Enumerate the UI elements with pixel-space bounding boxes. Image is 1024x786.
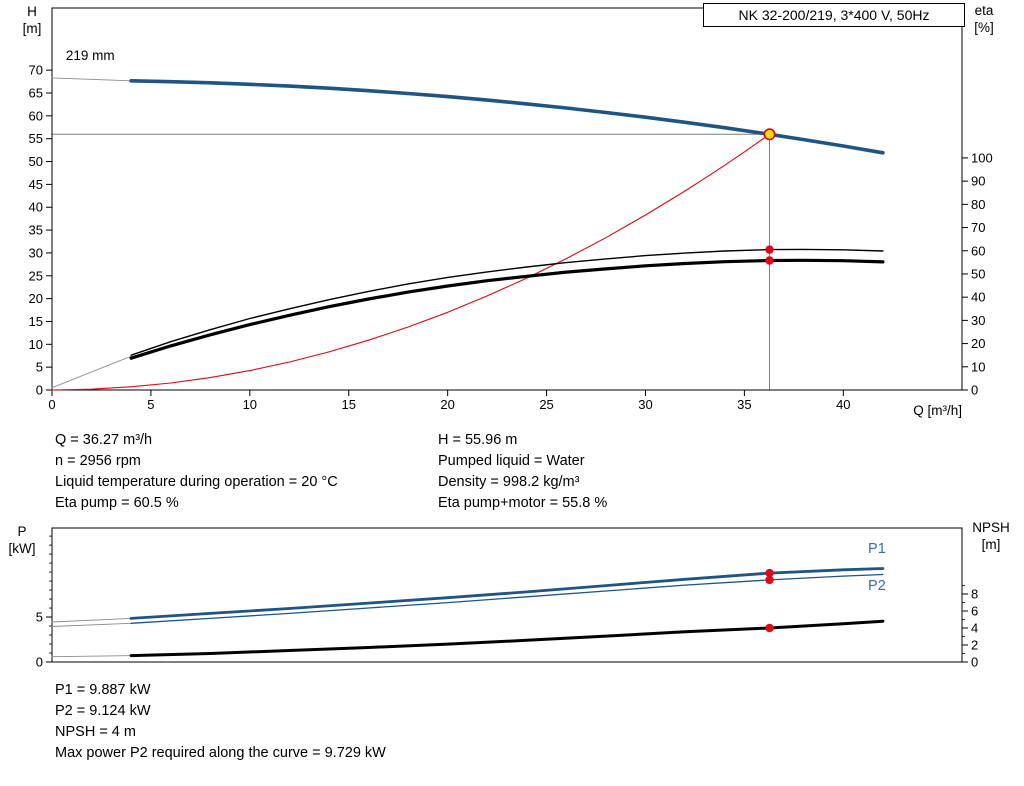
y-left-tick-label: 40 bbox=[29, 200, 43, 215]
duty-flow-text: Q = 36.27 m³/h bbox=[55, 432, 153, 448]
y-left-tick-label: 10 bbox=[29, 337, 43, 352]
duty-marker-dot bbox=[765, 568, 774, 578]
speed-text: n = 2956 rpm bbox=[55, 453, 141, 469]
y-right-tick-label: 50 bbox=[971, 266, 985, 281]
y-left-tick-label: 0 bbox=[36, 383, 43, 398]
p2-text: P2 = 9.124 kW bbox=[55, 703, 151, 719]
h-axis-title: H [m] bbox=[12, 3, 52, 37]
y-left-tick-label: 20 bbox=[29, 291, 43, 306]
power-npsh-chart: 0 5 0 2 4 6 8 P1 P2 bbox=[36, 527, 978, 670]
npsh-curve-extension bbox=[51, 655, 132, 658]
h-axis-title-line2: [m] bbox=[22, 21, 42, 36]
p-axis-title-line2: [kW] bbox=[8, 541, 36, 556]
y-right-tick-label: 30 bbox=[971, 313, 985, 328]
eta-axis-title-line2: [%] bbox=[974, 20, 994, 35]
density-text: Density = 998.2 kg/m³ bbox=[438, 474, 580, 490]
y-left-tick-label: 30 bbox=[29, 245, 43, 260]
y-right-tick-label: 20 bbox=[971, 336, 985, 351]
x-tick-label: 0 bbox=[48, 397, 55, 412]
qh-eta-chart: 0 5 10 15 20 25 30 35 40 0 5 10 15 20 25 30 35 40 45 50 55 60… bbox=[29, 7, 993, 412]
eta-pump-curve bbox=[130, 248, 884, 356]
y-left-tick-label: 65 bbox=[29, 85, 43, 100]
y-right-tick-label: 6 bbox=[971, 603, 978, 618]
p-axis-title: P [kW] bbox=[0, 523, 44, 557]
q-axis-title: Q [m³/h] bbox=[913, 403, 962, 418]
p1-text: P1 = 9.887 kW bbox=[55, 682, 151, 698]
x-tick-label: 10 bbox=[243, 397, 257, 412]
y-right-tick-label: 2 bbox=[971, 637, 978, 652]
y-left-tick-label: 60 bbox=[29, 108, 43, 123]
duty-info-column-1: Q = 36.27 m³/h n = 2956 rpm Liquid tempe… bbox=[55, 430, 338, 514]
npsh-curve bbox=[129, 619, 885, 658]
duty-point-marker[interactable] bbox=[763, 128, 776, 141]
system-curve bbox=[51, 133, 771, 391]
duty-head-text: H = 55.96 m bbox=[438, 432, 518, 448]
p2-curve-extension bbox=[51, 622, 132, 627]
pumped-liquid-text: Pumped liquid = Water bbox=[438, 453, 585, 469]
x-tick-label: 25 bbox=[539, 397, 553, 412]
y-right-tick-label: 0 bbox=[971, 383, 978, 398]
y-left-tick-label: 5 bbox=[36, 360, 43, 375]
y-right-tick-label: 70 bbox=[971, 220, 985, 235]
liquid-temperature-text: Liquid temperature during operation = 20… bbox=[55, 474, 338, 490]
y-right-tick-label: 4 bbox=[971, 620, 978, 635]
power-info-block: P1 = 9.887 kW P2 = 9.124 kW NPSH = 4 m M… bbox=[55, 680, 386, 764]
duty-marker-dot bbox=[765, 245, 774, 254]
plot-frame bbox=[51, 527, 963, 663]
y-left-tick-label: 55 bbox=[29, 131, 43, 146]
y-left-tick-label: 35 bbox=[29, 223, 43, 238]
eta-pump-text: Eta pump = 60.5 % bbox=[55, 495, 179, 511]
y-left-tick-label: 70 bbox=[29, 63, 43, 78]
x-tick-label: 30 bbox=[638, 397, 652, 412]
p-axis-title-line1: P bbox=[17, 524, 27, 539]
y-right-tick-label: 90 bbox=[971, 174, 985, 189]
x-tick-label: 15 bbox=[342, 397, 356, 412]
max-power-text: Max power P2 required along the curve = … bbox=[55, 745, 386, 761]
duty-marker-dot bbox=[765, 623, 774, 633]
y-left-tick-label: 25 bbox=[29, 268, 43, 283]
x-tick-label: 35 bbox=[737, 397, 751, 412]
x-tick-label: 20 bbox=[440, 397, 454, 412]
npsh-text: NPSH = 4 m bbox=[55, 724, 136, 740]
head-curve bbox=[129, 79, 885, 155]
duty-info-column-2: H = 55.96 m Pumped liquid = Water Densit… bbox=[438, 430, 607, 514]
y-left-tick-label: 5 bbox=[36, 610, 43, 625]
plot-frame bbox=[51, 7, 963, 391]
p2-curve bbox=[130, 573, 884, 624]
y-right-tick-label: 100 bbox=[971, 150, 993, 165]
eta-pump-motor-curve bbox=[129, 258, 885, 360]
h-axis-title-line1: H bbox=[27, 4, 37, 19]
y-right-tick-label: 40 bbox=[971, 290, 985, 305]
p2-curve-label: P2 bbox=[868, 578, 886, 594]
y-right-tick-label: 60 bbox=[971, 243, 985, 258]
duty-marker-dot bbox=[765, 256, 774, 265]
eta-axis-title: eta [%] bbox=[960, 2, 1008, 36]
eta-axis-title-line1: eta bbox=[974, 3, 994, 18]
impeller-diameter-label: 219 mm bbox=[66, 48, 115, 63]
head-curve-extension bbox=[51, 77, 132, 82]
npsh-axis-title-line1: NPSH bbox=[972, 520, 1010, 535]
p1-curve bbox=[129, 567, 885, 620]
npsh-axis-title-line2: [m] bbox=[981, 537, 1001, 552]
eta-pump-motor-text: Eta pump+motor = 55.8 % bbox=[438, 495, 608, 511]
x-tick-label: 5 bbox=[147, 397, 154, 412]
y-right-tick-label: 0 bbox=[971, 655, 978, 670]
pump-designation: NK 32-200/219, 3*400 V, 50Hz bbox=[703, 3, 965, 27]
y-left-tick-label: 15 bbox=[29, 314, 43, 329]
x-tick-label: 40 bbox=[836, 397, 850, 412]
y-left-tick-label: 0 bbox=[36, 655, 43, 670]
duty-marker-dot bbox=[765, 575, 774, 585]
y-right-tick-label: 10 bbox=[971, 359, 985, 374]
y-right-tick-label: 80 bbox=[971, 197, 985, 212]
y-left-tick-label: 45 bbox=[29, 177, 43, 192]
npsh-axis-title: NPSH [m] bbox=[962, 519, 1020, 553]
p1-curve-extension bbox=[51, 617, 132, 623]
y-left-tick-label: 50 bbox=[29, 154, 43, 169]
p1-curve-label: P1 bbox=[868, 541, 886, 557]
y-right-tick-label: 8 bbox=[971, 586, 978, 601]
eta-curve-extension bbox=[51, 355, 132, 389]
